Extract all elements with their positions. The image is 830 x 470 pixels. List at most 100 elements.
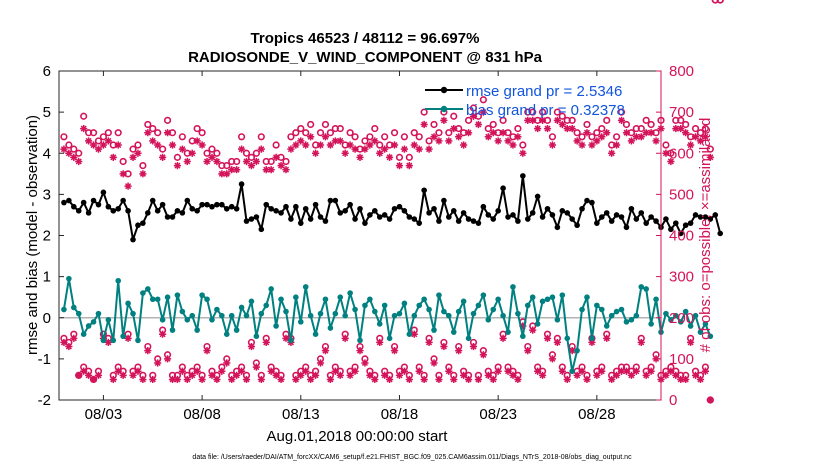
obs-assimilated-marker: [326, 141, 334, 149]
x-tick-label: 08/28: [578, 406, 616, 423]
bias-point: [194, 327, 200, 333]
obs-assimilated-marker: [612, 141, 621, 149]
rmse-point: [529, 210, 536, 216]
axes-layer: -2 -1 0 1 2 3 4 5 6 0 100 200 300 400 500 600 700 800 08/0…: [38, 63, 694, 423]
obs-possible-marker: [701, 124, 710, 133]
obs-assimilated-marker: [706, 153, 714, 161]
rmse-point: [169, 214, 176, 220]
rmse-point: [258, 226, 265, 233]
bias-point: [475, 302, 482, 309]
obs-low-assimilated-marker: [321, 347, 330, 355]
rmse-point: [307, 216, 314, 222]
obs-assimilated-marker: [696, 137, 705, 145]
bias-point: [120, 333, 126, 340]
obs-possible-marker: [257, 133, 265, 141]
bias-point: [579, 306, 585, 313]
rmse-point: [149, 197, 156, 204]
rmse-point: [520, 173, 526, 179]
obs-assimilated-marker: [677, 124, 685, 133]
rmse-point: [623, 224, 630, 231]
obs-assimilated-marker: [445, 137, 453, 145]
rmse-point: [352, 216, 358, 222]
obs-assimilated-marker: [593, 137, 601, 145]
obs-low-assimilated-marker: [543, 334, 552, 342]
rmse-point: [539, 214, 546, 220]
bias-point: [214, 306, 220, 313]
bias-point: [465, 335, 472, 342]
bias-point: [243, 312, 250, 319]
bias-point: [130, 310, 136, 317]
obs-assimilated-marker: [464, 129, 473, 137]
obs-low-assimilated-marker: [237, 367, 246, 375]
obs-assimilated-marker: [519, 149, 527, 157]
obs-assimilated-marker: [94, 145, 103, 153]
obs-low-assimilated-marker: [252, 363, 260, 371]
rmse-point: [687, 220, 694, 226]
rmse-point: [648, 214, 654, 220]
obs-assimilated-marker: [213, 157, 221, 166]
rmse-point: [253, 214, 260, 220]
rmse-point: [608, 218, 615, 224]
bias-point: [406, 331, 413, 338]
rmse-point: [120, 197, 126, 204]
x-tick-label: 08/03: [85, 406, 123, 423]
obs-possible-marker: [321, 120, 330, 129]
obs-low-assimilated-marker: [213, 375, 221, 384]
bias-point: [248, 298, 255, 305]
legend-bias-label: bias grand pr = 0.32378: [466, 102, 625, 119]
obs-low-assimilated-marker: [381, 371, 389, 379]
obs-low-assimilated-marker: [573, 371, 581, 379]
obs-low-assimilated-marker: [514, 375, 522, 384]
bias-point: [219, 312, 225, 319]
bias-point: [71, 304, 77, 311]
bias-point: [337, 294, 344, 300]
bias-line: [62, 277, 712, 373]
obs-low-assimilated-marker: [563, 375, 571, 384]
obs-possible-marker: [149, 124, 157, 133]
rmse-point: [273, 208, 279, 214]
obs-assimilated-marker: [553, 116, 561, 124]
bias-point: [174, 292, 181, 298]
rmse-series-layer: [61, 173, 724, 243]
bias-point: [638, 284, 645, 290]
rmse-point: [436, 218, 442, 224]
rmse-point: [204, 201, 210, 208]
obs-low-assimilated-marker: [435, 375, 443, 384]
bias-point: [278, 296, 284, 303]
rmse-point: [505, 214, 511, 220]
obs-low-assimilated-marker: [65, 342, 73, 351]
bias-point: [75, 310, 82, 317]
bias-point: [288, 337, 294, 344]
obs-low-assimilated-marker: [163, 355, 172, 363]
right-y-tick-label: 800: [669, 63, 694, 80]
rmse-point: [401, 208, 408, 214]
x-tick-label: 08/13: [282, 406, 320, 423]
obs-assimilated-marker: [484, 133, 492, 141]
right-y-tick-label: 500: [669, 186, 694, 203]
rmse-point: [327, 197, 334, 204]
obs-low-assimilated-marker: [519, 322, 527, 330]
obs-assimilated-marker: [85, 137, 93, 145]
obs-assimilated-marker: [430, 133, 438, 141]
obs-low-assimilated-marker: [242, 375, 251, 384]
obs-assimilated-marker: [440, 116, 448, 124]
bias-point: [233, 327, 240, 333]
obs-possible-marker: [134, 141, 142, 149]
rmse-point: [534, 193, 541, 200]
obs-possible-marker: [593, 129, 601, 137]
rmse-point: [455, 218, 462, 224]
obs-assimilated-marker: [129, 153, 137, 161]
obs-low-assimilated-marker: [267, 367, 275, 375]
bias-point: [258, 310, 265, 317]
obs-low-assimilated-marker: [316, 359, 325, 367]
obs-assimilated-marker: [208, 153, 216, 161]
obs-assimilated-marker: [524, 116, 532, 124]
bias-point: [589, 335, 595, 342]
rmse-point: [391, 205, 398, 212]
obs-assimilated-marker: [479, 108, 487, 116]
rmse-point: [421, 187, 427, 194]
rmse-point: [199, 201, 205, 208]
obs-low-assimilated-marker: [578, 367, 586, 375]
bias-point: [515, 310, 521, 317]
obs-possible-marker: [652, 129, 660, 137]
